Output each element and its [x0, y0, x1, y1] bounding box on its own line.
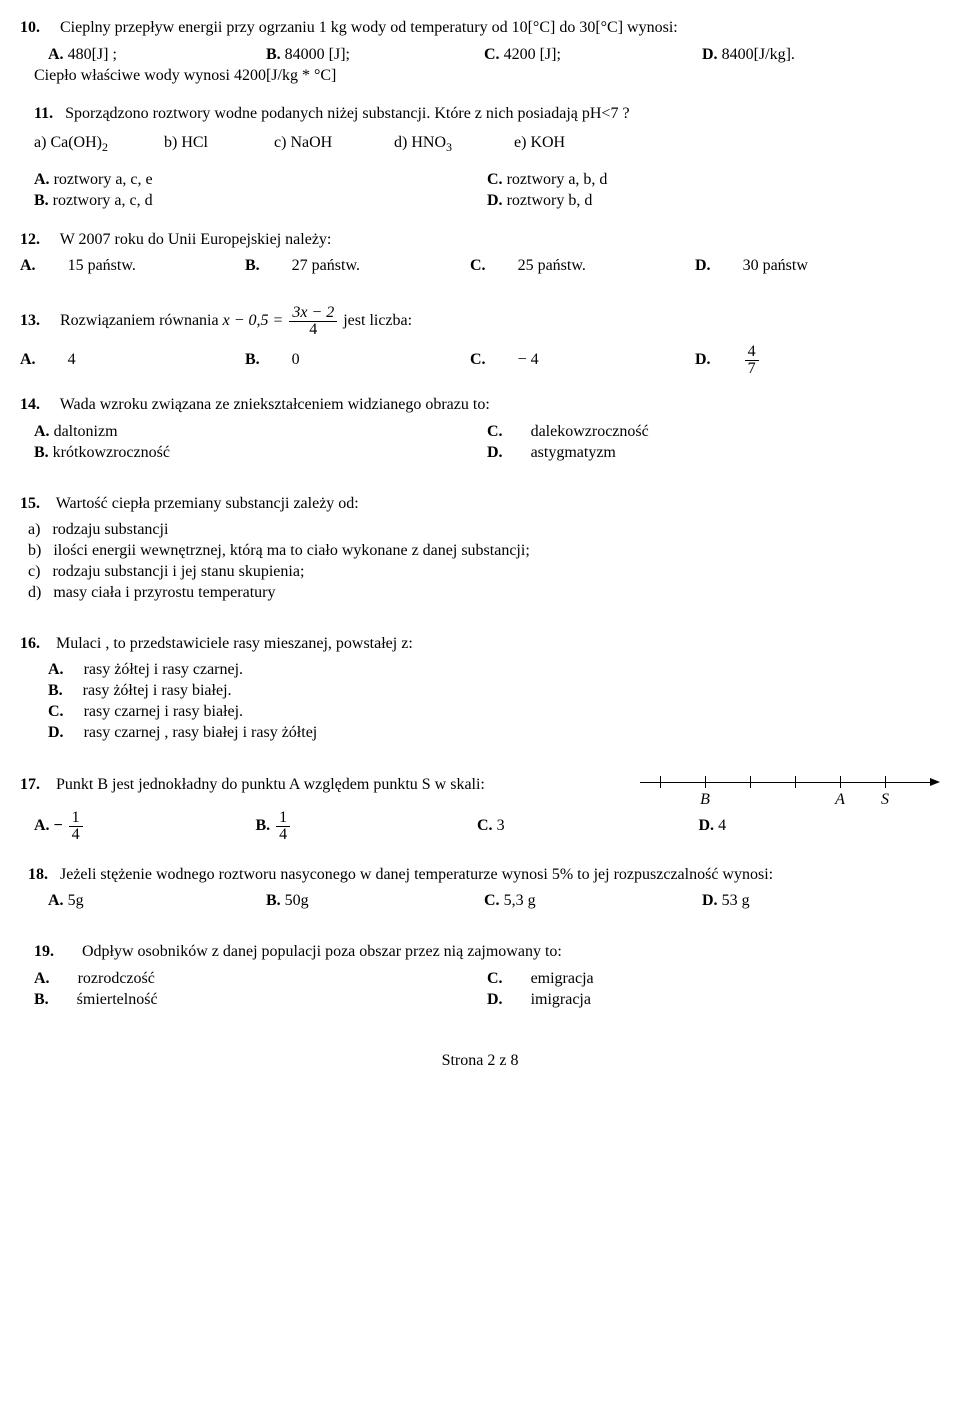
- question-15: 15. Wartość ciepła przemiany substancji …: [20, 494, 940, 604]
- substance-list: a) Ca(OH)2 b) HCl c) NaOH d) HNO3 e) KOH: [34, 133, 940, 156]
- opt-d: imigracja: [531, 991, 591, 1008]
- qnum: 13.: [20, 312, 40, 329]
- opt-d: roztwory b, d: [507, 192, 593, 209]
- opt-b: 84000 [J];: [285, 46, 350, 63]
- qnum: 17.: [20, 776, 40, 793]
- opt-d: 4: [718, 817, 726, 834]
- opt-c: − 4: [518, 351, 539, 368]
- options-row: A. 480[J] ; B. 84000 [J]; C. 4200 [J]; D…: [48, 45, 920, 66]
- opt-d: masy ciała i przyrostu temperatury: [53, 584, 275, 601]
- number-line-diagram: B A S: [640, 762, 940, 802]
- opt-b: 0: [292, 351, 300, 368]
- question-10: 10. Cieplny przepływ energii przy ogrzan…: [20, 18, 940, 86]
- question-17: 17. Punkt B jest jednokładny do punktu A…: [20, 762, 940, 843]
- opt-a: 4: [68, 351, 76, 368]
- qnum: 18.: [28, 866, 48, 883]
- stem-text: Sporządzono roztwory wodne podanych niże…: [65, 105, 629, 122]
- opt-c: 3: [497, 817, 505, 834]
- opt-c: roztwory a, b, d: [507, 171, 608, 188]
- opt-a: 15 państw.: [68, 257, 136, 274]
- opt-a: 480[J] ;: [68, 46, 117, 63]
- opt-a: rasy żółtej i rasy czarnej.: [84, 661, 243, 678]
- question-14: 14. Wada wzroku związana ze zniekształce…: [20, 395, 940, 463]
- question-11: 11. Sporządzono roztwory wodne podanych …: [20, 104, 940, 211]
- qnum: 12.: [20, 231, 40, 248]
- qnum: 19.: [34, 943, 54, 960]
- qnum: 16.: [20, 635, 40, 652]
- opt-d: 8400[J/kg].: [722, 46, 795, 63]
- opt-d-fraction: 47: [745, 344, 759, 377]
- opt-c: 4200 [J];: [504, 46, 561, 63]
- stem-text: W 2007 roku do Unii Europejskiej należy:: [60, 231, 332, 248]
- stem-text: Wada wzroku związana ze zniekształceniem…: [60, 396, 490, 413]
- opt-a: roztwory a, c, e: [54, 171, 153, 188]
- opt-c: dalekowzroczność: [531, 423, 649, 440]
- qnum: 15.: [20, 495, 40, 512]
- opt-b: roztwory a, c, d: [53, 192, 153, 209]
- opt-d: rasy czarnej , rasy białej i rasy żółtej: [84, 724, 318, 741]
- stem-text: Wartość ciepła przemiany substancji zale…: [56, 495, 359, 512]
- opt-c: rodzaju substancji i jej stanu skupienia…: [52, 563, 304, 580]
- opt-d: astygmatyzm: [531, 444, 616, 461]
- stem-a: Rozwiązaniem równania: [60, 312, 223, 329]
- stem-text: Mulaci , to przedstawiciele rasy mieszan…: [56, 635, 413, 652]
- opt-b: 50g: [285, 892, 309, 909]
- opt-d: 30 państw: [743, 257, 808, 274]
- question-16: 16. Mulaci , to przedstawiciele rasy mie…: [20, 634, 940, 744]
- opt-b: śmiertelność: [77, 991, 158, 1008]
- stem-text: Punkt B jest jednokładny do punktu A wzg…: [56, 776, 485, 793]
- page-footer: Strona 2 z 8: [20, 1051, 940, 1072]
- qnum: 10.: [20, 19, 40, 36]
- opt-b: krótkowzroczność: [53, 444, 170, 461]
- opt-a: rozrodczość: [78, 970, 155, 987]
- opt-b: rasy żółtej i rasy białej.: [83, 682, 232, 699]
- opt-b: 27 państw.: [292, 257, 360, 274]
- qnum: 14.: [20, 396, 40, 413]
- question-13: 13. Rozwiązaniem równania x − 0,5 = 3x −…: [20, 305, 940, 377]
- opt-a-fraction: 14: [69, 810, 83, 843]
- opt-a: 5g: [68, 892, 84, 909]
- stem-text: Jeżeli stężenie wodnego roztworu nasycon…: [60, 866, 773, 883]
- stem-b: jest liczba:: [343, 312, 412, 329]
- exam-page: 10. Cieplny przepływ energii przy ogrzan…: [0, 0, 960, 1089]
- opt-a: rodzaju substancji: [52, 521, 168, 538]
- question-18: 18. Jeżeli stężenie wodnego roztworu nas…: [20, 865, 940, 913]
- qnum: 11.: [34, 105, 53, 122]
- opt-c: rasy czarnej i rasy białej.: [84, 703, 243, 720]
- opt-c: 25 państw.: [518, 257, 586, 274]
- opt-c: emigracja: [531, 970, 594, 987]
- opt-a: daltonizm: [54, 423, 118, 440]
- opt-b-fraction: 14: [276, 810, 290, 843]
- opt-d: 53 g: [722, 892, 750, 909]
- stem-text: Cieplny przepływ energii przy ogrzaniu 1…: [60, 19, 678, 36]
- stem-text: Odpływ osobników z danej populacji poza …: [82, 943, 562, 960]
- opt-c: 5,3 g: [504, 892, 536, 909]
- note: Ciepło właściwe wody wynosi 4200[J/kg * …: [34, 66, 940, 87]
- question-19: 19. Odpływ osobników z danej populacji p…: [34, 942, 940, 1010]
- opt-b: ilości energii wewnętrznej, którą ma to …: [53, 542, 529, 559]
- equation-fraction: 3x − 2 4: [289, 305, 337, 338]
- question-12: 12. W 2007 roku do Unii Europejskiej nal…: [20, 230, 940, 278]
